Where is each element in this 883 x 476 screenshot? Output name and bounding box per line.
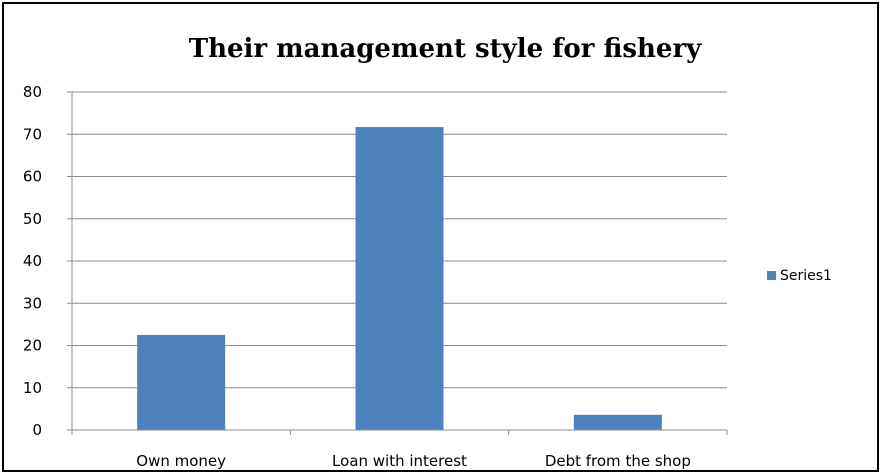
x-category-label-debt-from-the-shop: Debt from the shop <box>545 452 691 470</box>
bar-loan-with-interest <box>355 127 444 430</box>
x-category-label-own-money: Own money <box>136 452 226 470</box>
y-tick-label-40: 40 <box>23 252 42 270</box>
bar-own-money <box>137 334 226 430</box>
y-tick-label-70: 70 <box>23 125 42 143</box>
bars <box>137 127 662 430</box>
y-tick-label-30: 30 <box>23 294 42 312</box>
y-tick-label-20: 20 <box>23 337 42 355</box>
y-tick-label-80: 80 <box>23 83 42 101</box>
y-tick-label-0: 0 <box>32 421 42 439</box>
legend: Series1 <box>767 268 832 284</box>
legend-swatch-series1 <box>767 271 776 280</box>
y-axis-tick-labels: 0 10 20 30 40 50 60 70 80 <box>23 83 42 439</box>
chart-title: Their management style for fishery <box>189 34 702 64</box>
legend-label-series1: Series1 <box>780 268 832 284</box>
x-axis-category-labels: Own money Loan with interest Debt from the… <box>136 452 691 470</box>
axes <box>67 91 728 435</box>
bar-debt-from-the-shop <box>573 414 662 430</box>
y-tick-label-50: 50 <box>23 210 42 228</box>
x-category-label-loan-with-interest: Loan with interest <box>332 452 467 470</box>
y-tick-label-10: 10 <box>23 379 42 397</box>
y-tick-label-60: 60 <box>23 168 42 186</box>
